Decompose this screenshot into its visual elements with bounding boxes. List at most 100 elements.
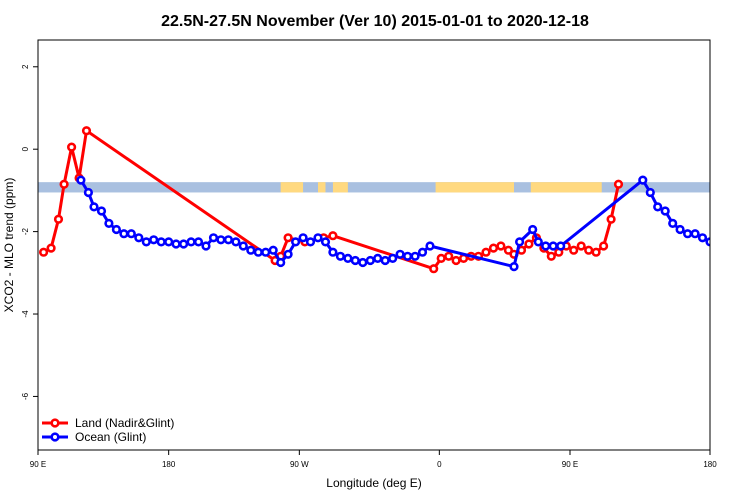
data-point [395,249,405,259]
data-point [451,255,461,266]
data-point [313,233,323,243]
data-point [380,255,390,266]
data-point [38,247,49,257]
data-point [328,247,338,257]
data-point [403,251,413,261]
data-point [208,233,219,243]
data-point [201,241,211,251]
data-point [89,202,99,212]
data-point [429,264,439,274]
plot-frame [37,39,711,451]
ocean-band [38,182,710,193]
data-point [645,187,655,198]
data-point [246,245,256,255]
data-point [193,237,204,247]
y-tick-label: 2 [21,64,30,69]
x-tick-label: 90 E [30,460,46,469]
data-point [149,235,159,245]
land-segment [530,182,602,193]
data-point [425,241,435,251]
legend-swatch-marker [50,432,60,442]
data-point [126,229,136,239]
data-point [253,247,263,257]
data-point [591,247,601,257]
data-point [276,257,286,268]
data-point [179,239,189,249]
x-axis: 90 E 180 90 W 0 90 E 180 [30,450,717,469]
data-point [722,239,729,246]
data-point [231,237,241,247]
y-tick-label: -4 [21,310,30,318]
data-point [76,175,86,185]
y-tick-label: 0 [21,146,30,151]
data-point [238,241,248,251]
data-point [141,237,151,247]
land-ocean-band [38,182,710,193]
data-point [714,237,721,244]
data-point [533,237,543,247]
data-point [729,239,736,246]
data-point [488,243,499,253]
series-ocean [76,175,736,272]
data-point [697,233,708,243]
data-point [690,229,700,239]
data-point [481,247,491,257]
data-point [164,237,174,247]
data-point [53,214,64,224]
y-axis: 2 0 -2 -4 -6 [21,64,38,400]
data-point [350,255,360,266]
data-point [682,229,693,239]
legend-swatch-marker [50,418,60,428]
data-point [171,239,181,249]
data-point [223,235,233,245]
data-point [444,251,454,261]
x-tick-label: 90 E [562,460,578,469]
data-point [410,251,420,261]
data-point [528,224,538,235]
data-point [417,247,428,257]
chart-title: 22.5N-27.5N November (Ver 10) 2015-01-01… [161,13,589,30]
x-axis-label: Longitude (deg E) [326,476,421,490]
data-point [509,262,519,272]
data-point [660,206,670,216]
data-point [514,237,525,247]
data-point [291,237,301,247]
y-tick-label: -6 [21,392,30,400]
data-point [496,241,506,251]
data-point [186,237,196,247]
data-point [104,218,114,228]
data-point [436,253,446,263]
data-point [503,245,514,255]
data-point [96,206,107,216]
data-point [216,235,226,245]
data-point [569,245,579,255]
data-point [59,179,69,189]
data-point [638,175,648,185]
data-point [156,237,166,247]
data-point [675,224,685,235]
data-point [548,241,558,251]
data-point [576,241,586,251]
legend-label: Land (Nadir&Glint) [75,416,174,430]
data-point [305,237,316,247]
data-point [584,245,594,255]
data-point [335,251,346,261]
y-axis-label: XCO2 - MLO trend (ppm) [2,178,16,313]
land-segment [318,182,326,193]
legend: Land (Nadir&Glint)Ocean (Glint) [42,416,174,444]
data-point [546,251,556,261]
x-tick-label: 180 [703,460,717,469]
data-point [83,187,93,198]
data-point [606,214,616,224]
data-point [343,253,353,263]
data-point [320,237,331,247]
series-layer [38,126,736,274]
data-point [66,142,77,152]
data-point [358,257,368,268]
data-point [81,126,92,136]
data-point [373,253,383,263]
x-tick-label: 180 [162,460,176,469]
land-segment [332,182,348,193]
data-point [261,247,271,257]
data-point [653,202,663,212]
